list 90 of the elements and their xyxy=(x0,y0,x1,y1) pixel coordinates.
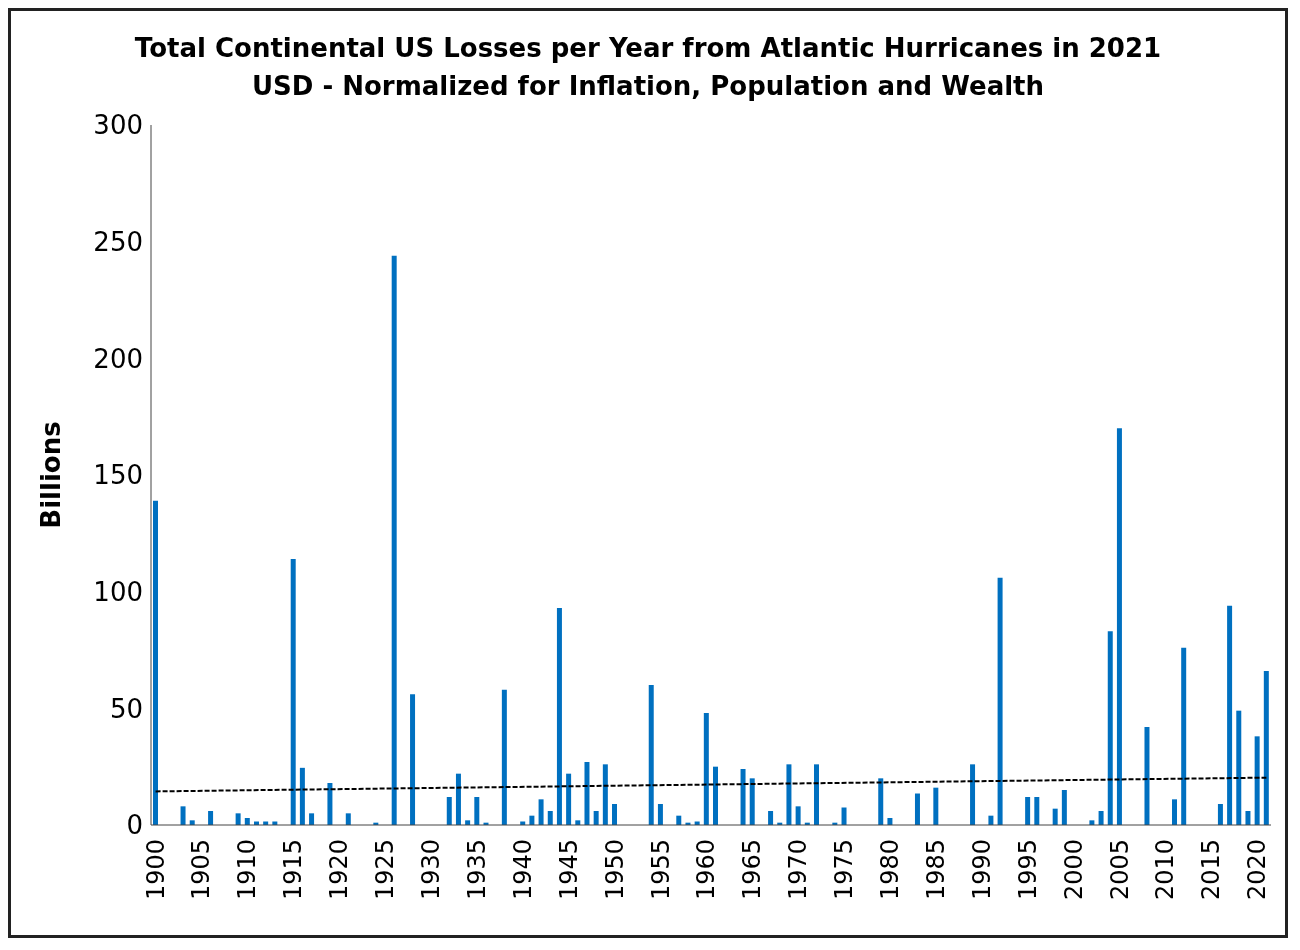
bar xyxy=(1052,808,1058,825)
x-tick-label: 1900 xyxy=(141,839,170,901)
bar xyxy=(1254,736,1260,825)
bar xyxy=(1227,605,1233,825)
bar xyxy=(290,559,296,825)
bar xyxy=(410,694,416,825)
x-tick-label: 2000 xyxy=(1059,839,1088,901)
x-tick-label: 1965 xyxy=(738,839,767,901)
bar xyxy=(446,797,452,825)
bar xyxy=(749,778,755,825)
bar xyxy=(970,764,976,825)
chart-subtitle: USD - Normalized for Inflation, Population and Wealth xyxy=(250,70,1046,103)
x-tick-label: 1960 xyxy=(692,839,721,901)
bar xyxy=(795,806,801,825)
bar xyxy=(768,811,774,825)
y-tick-label: 50 xyxy=(109,693,143,724)
bar xyxy=(327,783,333,825)
x-tick-label: 2010 xyxy=(1151,839,1180,901)
bar xyxy=(501,689,507,825)
bar xyxy=(391,255,397,825)
bar xyxy=(657,804,663,825)
bar xyxy=(933,787,939,825)
y-tick-label: 250 xyxy=(93,226,143,257)
bar xyxy=(1172,799,1178,825)
x-tick-label: 1970 xyxy=(784,839,813,901)
x-tick-label: 1925 xyxy=(371,839,400,901)
bar xyxy=(713,766,718,825)
bar xyxy=(786,764,792,825)
x-tick-label: 1990 xyxy=(967,839,996,901)
bar xyxy=(997,577,1003,825)
bar xyxy=(1217,804,1223,825)
y-tick-label: 150 xyxy=(93,460,143,491)
bar xyxy=(1263,671,1269,825)
x-tick-label: 1975 xyxy=(830,839,859,901)
bar xyxy=(547,811,553,825)
bar xyxy=(180,806,186,825)
bar xyxy=(878,778,884,825)
bar xyxy=(1025,797,1031,825)
x-tick-label: 1985 xyxy=(921,839,950,901)
x-tick-label: 2005 xyxy=(1105,839,1134,901)
bar xyxy=(1236,710,1242,825)
bar xyxy=(584,762,590,825)
bar xyxy=(703,713,709,825)
y-tick-label: 300 xyxy=(93,110,143,141)
bar xyxy=(593,811,599,825)
x-tick-label: 1940 xyxy=(508,839,537,901)
bar xyxy=(1107,631,1113,825)
bar xyxy=(556,608,562,825)
bar xyxy=(235,813,241,825)
bar xyxy=(345,813,351,825)
bar xyxy=(1144,727,1150,825)
x-tick-label: 1955 xyxy=(646,839,675,901)
bar xyxy=(474,797,480,825)
bar xyxy=(1061,790,1067,825)
bar xyxy=(299,767,305,825)
x-tick-label: 2015 xyxy=(1197,839,1226,901)
x-tick-label: 1930 xyxy=(417,839,445,901)
bar xyxy=(602,764,608,825)
bar xyxy=(1034,797,1040,825)
bar xyxy=(153,500,158,825)
bar xyxy=(1181,647,1187,825)
bar xyxy=(648,685,654,825)
x-tick-label: 1920 xyxy=(325,839,354,901)
bar xyxy=(612,804,618,825)
bar xyxy=(208,811,214,825)
bar xyxy=(566,773,572,825)
x-tick-label: 1945 xyxy=(554,839,583,901)
bar xyxy=(455,773,461,825)
x-tick-label: 1995 xyxy=(1013,839,1042,901)
bar xyxy=(309,813,315,825)
x-tick-label: 1980 xyxy=(876,839,905,901)
bar xyxy=(914,793,920,825)
bar xyxy=(740,769,746,825)
y-tick-label: 100 xyxy=(93,576,143,607)
x-tick-label: 1905 xyxy=(187,839,216,901)
y-tick-label: 0 xyxy=(126,810,143,841)
x-tick-label: 1950 xyxy=(600,839,629,901)
bar xyxy=(841,807,847,825)
bar xyxy=(1116,428,1122,825)
y-tick-label: 200 xyxy=(93,343,143,374)
x-tick-label: 1935 xyxy=(462,839,491,901)
bar xyxy=(813,764,819,825)
x-tick-label: 1915 xyxy=(279,839,308,901)
bar xyxy=(1098,811,1104,825)
chart-title: Total Continental US Losses per Year from Atlantic Hurricanes in 2021 xyxy=(133,32,1163,65)
x-tick-label: 2020 xyxy=(1243,839,1272,901)
x-tick-label: 1910 xyxy=(233,839,262,901)
y-axis-title: Billions xyxy=(36,421,67,529)
bar xyxy=(1245,811,1251,825)
bar xyxy=(538,799,544,825)
